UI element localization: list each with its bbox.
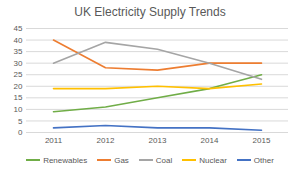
html-text:Gas: Gas bbox=[114, 155, 129, 165]
svg-text:2011: 2011 bbox=[45, 136, 63, 145]
svg-text:40: 40 bbox=[14, 36, 23, 45]
html-text:Other: Other bbox=[253, 155, 274, 165]
html-text:UK Electricity Supply Trends: UK Electricity Supply Trends bbox=[74, 5, 226, 19]
svg-text:5: 5 bbox=[18, 117, 23, 126]
svg-text:10: 10 bbox=[14, 105, 23, 114]
html-text:Coal: Coal bbox=[155, 155, 173, 165]
svg-text:2013: 2013 bbox=[149, 136, 167, 145]
svg-text:35: 35 bbox=[14, 47, 23, 56]
svg-text:2012: 2012 bbox=[97, 136, 115, 145]
svg-text:2015: 2015 bbox=[253, 136, 271, 145]
svg-text:45: 45 bbox=[14, 24, 23, 33]
svg-text:20: 20 bbox=[14, 82, 23, 91]
svg-text:30: 30 bbox=[14, 59, 23, 68]
html-text:Renewables: Renewables bbox=[43, 155, 88, 165]
html-text:Nuclear: Nuclear bbox=[199, 155, 227, 165]
svg-text:0: 0 bbox=[18, 128, 23, 137]
svg-text:15: 15 bbox=[14, 93, 23, 102]
svg-text:25: 25 bbox=[14, 70, 23, 79]
svg-text:2014: 2014 bbox=[201, 136, 219, 145]
